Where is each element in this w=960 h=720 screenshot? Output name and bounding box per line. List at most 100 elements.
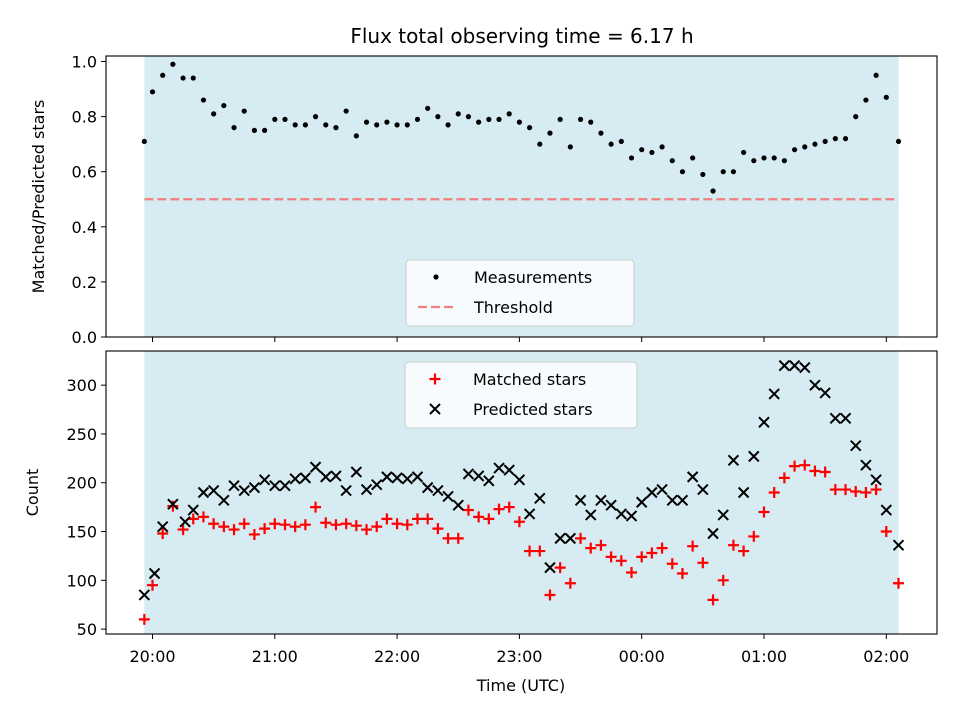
data-point bbox=[870, 474, 882, 486]
data-point bbox=[503, 464, 515, 476]
data-point bbox=[788, 359, 801, 372]
data-point bbox=[187, 513, 199, 525]
data-point bbox=[893, 577, 905, 589]
data-point bbox=[615, 508, 628, 520]
data-point bbox=[167, 498, 179, 510]
data-point bbox=[822, 138, 828, 145]
data-point bbox=[585, 509, 597, 521]
data-point bbox=[720, 169, 726, 175]
data-point bbox=[863, 97, 869, 103]
data-point bbox=[697, 483, 709, 496]
data-point bbox=[180, 75, 186, 81]
data-point bbox=[228, 479, 240, 492]
top-panel: 0.0 0.2 0.4 0.6 0.8 1.0 Matched/Predicted star… bbox=[29, 53, 938, 347]
data-point bbox=[262, 127, 268, 133]
data-point bbox=[656, 542, 668, 554]
data-point bbox=[350, 466, 363, 478]
data-point bbox=[228, 524, 240, 536]
series-matched-stars bbox=[138, 459, 905, 625]
data-point bbox=[656, 483, 668, 496]
data-point bbox=[554, 532, 566, 545]
data-point bbox=[513, 516, 525, 528]
data-point bbox=[330, 519, 342, 531]
data-point bbox=[547, 130, 553, 136]
data-point bbox=[340, 518, 352, 530]
data-point bbox=[187, 504, 199, 516]
data-point bbox=[309, 461, 322, 473]
data-point bbox=[333, 125, 339, 131]
data-point bbox=[513, 474, 526, 486]
data-point bbox=[687, 540, 699, 552]
y-tick-label: 300 bbox=[66, 376, 97, 395]
data-point bbox=[809, 465, 821, 477]
data-point bbox=[279, 519, 291, 531]
data-point bbox=[666, 494, 678, 507]
data-point bbox=[646, 547, 658, 559]
data-point bbox=[371, 521, 383, 533]
data-point bbox=[259, 523, 271, 535]
data-point bbox=[727, 454, 740, 467]
data-point bbox=[880, 504, 893, 516]
data-point bbox=[748, 530, 760, 542]
data-point bbox=[138, 613, 150, 625]
data-point bbox=[618, 138, 624, 145]
data-point bbox=[730, 169, 737, 175]
data-point bbox=[537, 141, 543, 147]
data-point bbox=[873, 72, 879, 78]
data-point bbox=[462, 504, 474, 516]
data-point bbox=[269, 479, 281, 492]
data-point bbox=[748, 450, 760, 463]
data-point bbox=[544, 589, 556, 601]
data-point bbox=[404, 122, 410, 128]
data-point bbox=[156, 520, 169, 533]
data-point bbox=[717, 509, 729, 521]
data-point bbox=[751, 158, 757, 164]
data-point bbox=[707, 527, 719, 540]
data-point bbox=[299, 472, 312, 484]
data-point bbox=[167, 500, 179, 512]
data-point bbox=[686, 471, 699, 483]
data-point bbox=[381, 471, 393, 483]
data-point bbox=[809, 379, 821, 391]
chart-title: Flux total observing time = 6.17 h bbox=[350, 24, 693, 48]
data-point bbox=[676, 494, 689, 507]
data-point bbox=[626, 567, 638, 579]
data-point bbox=[248, 481, 261, 494]
y-axis-label: Matched/Predicted stars bbox=[29, 100, 48, 294]
data-point bbox=[411, 471, 424, 483]
data-point bbox=[883, 94, 889, 100]
data-point bbox=[218, 521, 230, 533]
data-point bbox=[791, 147, 798, 153]
data-point bbox=[320, 471, 332, 483]
data-point bbox=[605, 551, 617, 563]
data-point bbox=[608, 141, 614, 147]
legend-label: Matched stars bbox=[473, 370, 586, 389]
data-point bbox=[842, 136, 849, 142]
data-point bbox=[200, 97, 207, 103]
data-point bbox=[860, 459, 872, 471]
y-tick-label: 200 bbox=[66, 474, 97, 493]
data-point bbox=[391, 472, 403, 484]
data-point bbox=[598, 130, 604, 136]
data-point bbox=[799, 361, 811, 374]
data-point bbox=[483, 513, 495, 525]
data-point bbox=[585, 542, 597, 554]
data-point bbox=[486, 116, 492, 122]
data-point bbox=[465, 114, 472, 120]
data-point bbox=[595, 539, 607, 551]
data-point bbox=[829, 412, 842, 425]
data-point bbox=[771, 155, 777, 161]
series-predicted-stars bbox=[138, 359, 905, 601]
data-point bbox=[248, 528, 260, 540]
data-point bbox=[455, 111, 461, 117]
data-point bbox=[258, 474, 271, 486]
data-point bbox=[895, 138, 902, 145]
data-point bbox=[170, 61, 176, 67]
data-point bbox=[361, 524, 373, 536]
data-point bbox=[414, 116, 421, 122]
data-point bbox=[778, 359, 791, 372]
data-point bbox=[669, 158, 675, 164]
data-point bbox=[452, 532, 464, 544]
data-point bbox=[710, 188, 716, 194]
